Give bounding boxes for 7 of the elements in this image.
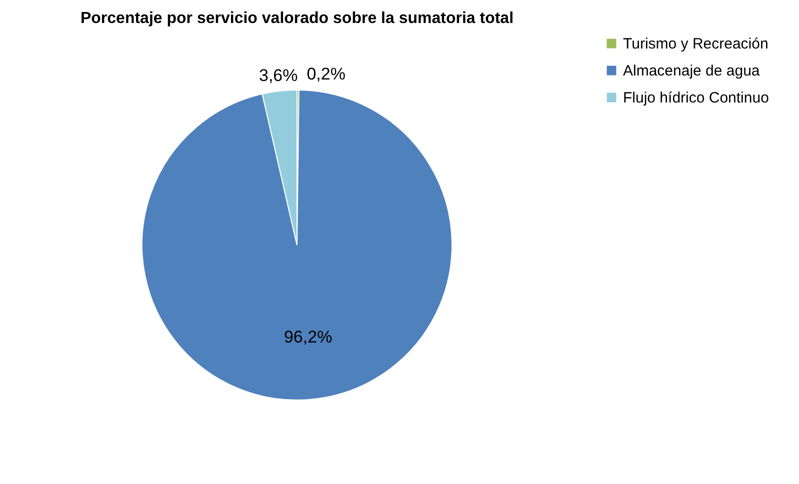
chart-title: Porcentaje por servicio valorado sobre la sumatoria total bbox=[80, 10, 514, 27]
data-label: 0,2% bbox=[306, 64, 346, 84]
data-label: 96,2% bbox=[284, 327, 332, 346]
legend-label: Turismo y Recreación bbox=[623, 36, 768, 52]
data-label: 3,6% bbox=[258, 66, 298, 85]
legend-label: Flujo hídrico Continuo bbox=[623, 90, 769, 106]
legend-label: Almacenaje de agua bbox=[623, 62, 760, 80]
